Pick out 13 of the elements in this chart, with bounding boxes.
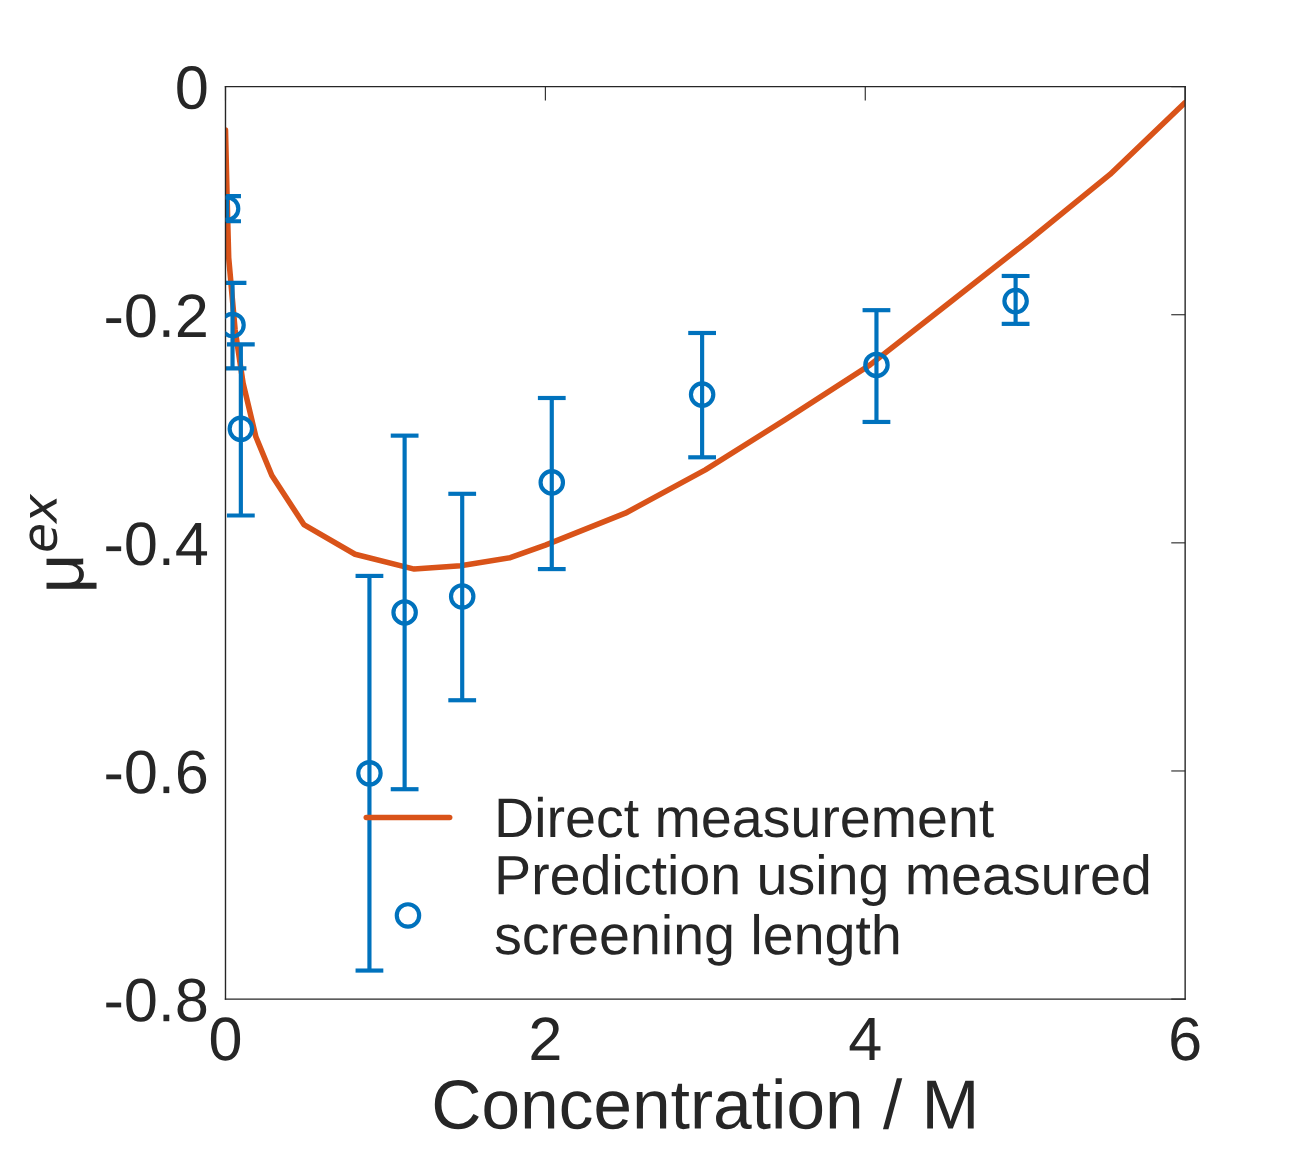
x-tick-label: 0 [210, 1017, 241, 1061]
y-axis-title: μ$^{ex}$ [29, 493, 97, 589]
legend-label: Direct measurement [498, 796, 994, 838]
x-axis-title: Concentration / M [434, 1078, 974, 1130]
y-tick-label: -0.6 [106, 750, 207, 794]
x-tick-label: 6 [1171, 1017, 1200, 1061]
y-tick-label: -0.4 [106, 522, 208, 566]
y-tick-label: -0.8 [106, 978, 207, 1022]
y-tick-label: -0.2 [106, 294, 206, 338]
x-tick-label: 4 [849, 1017, 881, 1061]
legend-label: Prediction using measured screening length [495, 854, 1149, 966]
y-tick-label: 0 [177, 66, 207, 110]
x-tick-label: 2 [531, 1017, 560, 1061]
